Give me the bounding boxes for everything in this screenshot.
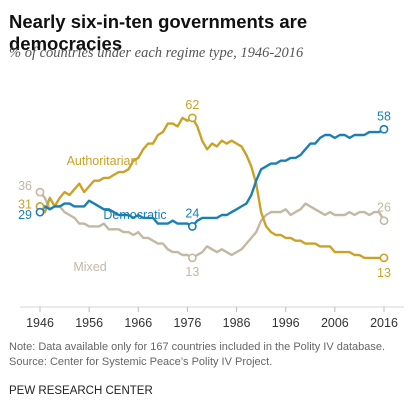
mixed-marker [187,253,197,263]
authoritarian-series-label: Authoritarian [67,154,138,168]
x-tick-label: 2006 [321,316,349,330]
mixed-series-label: Mixed [73,260,106,274]
series-lines [38,116,386,260]
authoritarian-value-label: 13 [377,266,391,280]
x-axis-ticks: 1946 1956 1966 1976 1986 1996 2006 2016 [26,307,398,330]
line-chart: 1946 1956 1966 1976 1986 1996 2006 2016 36 13 26 M… [18,98,404,330]
chart-labels: 36 13 26 Mixed 31 62 13 Authoritarian 29 24 58 Demo… [18,98,391,280]
democratic-marker [379,124,389,134]
mixed-value-label: 36 [18,179,32,193]
x-tick-label: 1976 [174,316,202,330]
democratic-value-label: 24 [185,206,199,220]
x-tick-label: 1956 [75,316,103,330]
x-tick-label: 1986 [223,316,251,330]
mixed-line [38,190,386,260]
source-org: PEW RESEARCH CENTER [9,385,153,397]
chart-subtitle: % of countries under each regime type, 1… [9,45,304,61]
authoritarian-value-label: 62 [185,98,199,112]
x-tick-label: 1996 [272,316,300,330]
democratic-marker [35,207,45,217]
democratic-series-label: Democratic [103,208,166,222]
chart-note: Note: Data available only for 167 countr… [9,341,386,353]
x-tick-label: 1966 [124,316,152,330]
authoritarian-line [38,116,386,260]
mixed-value-label: 13 [185,265,199,279]
x-tick-label: 2016 [370,316,398,330]
democratic-marker [187,222,197,231]
mixed-marker [379,216,389,226]
authoritarian-marker [187,113,197,123]
democratic-value-label: 29 [18,208,32,222]
mixed-value-label: 26 [377,201,391,215]
authoritarian-value-label: 31 [18,197,32,211]
authoritarian-marker [379,253,389,263]
democratic-value-label: 58 [377,109,391,123]
chart-title: Nearly six-in-ten governments are democr… [9,11,308,54]
democratic-line [38,128,386,228]
x-tick-label: 1946 [26,316,54,330]
chart-source-note: Source: Center for Systemic Peace’s Poli… [9,356,273,368]
mixed-marker [35,187,45,197]
